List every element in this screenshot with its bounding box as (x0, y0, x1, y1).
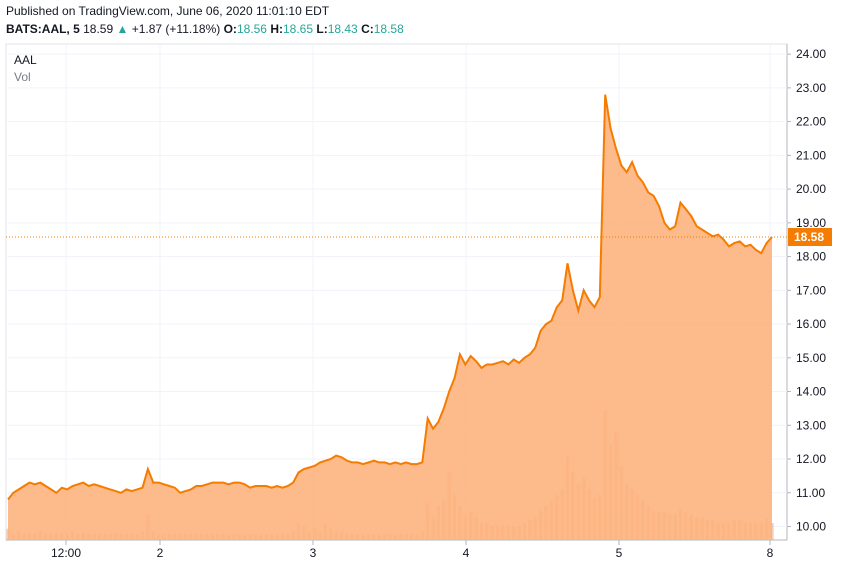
open-label: O: (223, 22, 237, 36)
price-tick-label: 22.00 (796, 115, 826, 129)
price-tick-label: 16.00 (796, 317, 826, 331)
price-line (7, 94, 773, 501)
price-tick-label: 11.00 (796, 486, 825, 500)
published-line: Published on TradingView.com, June 06, 2… (6, 4, 330, 18)
price-tick-label: 14.00 (796, 385, 826, 399)
symbol-label: BATS:AAL, 5 (6, 22, 80, 36)
price-tick-label: 24.00 (796, 47, 826, 61)
time-axis: 12:00 2 3 4 5 8 (51, 540, 774, 560)
price-tick-label: 12.00 (796, 452, 826, 466)
chart-legend: AAL Vol (14, 52, 37, 86)
time-tick-label: 2 (157, 546, 164, 560)
legend-symbol: AAL (14, 53, 37, 67)
price-change: +1.87 (+11.18%) (131, 22, 221, 36)
time-tick-label: 3 (310, 546, 317, 560)
low-value: 18.43 (327, 22, 358, 36)
legend-volume: Vol (14, 70, 31, 84)
price-tick-label: 15.00 (796, 351, 826, 365)
price-tick-label: 21.00 (796, 148, 826, 162)
last-price-tag: 18.58 (788, 228, 832, 247)
open-value: 18.56 (236, 22, 267, 36)
time-tick-label: 5 (616, 546, 623, 560)
price-tick-label: 10.00 (796, 520, 826, 534)
price-tick-label: 17.00 (796, 283, 826, 297)
low-label: L: (316, 22, 328, 36)
last-price: 18.59 (83, 22, 114, 36)
price-area (8, 94, 772, 540)
price-tick-label: 18.00 (796, 250, 826, 264)
price-tick-label: 13.00 (796, 418, 826, 432)
last-price-label: 18.58 (794, 230, 824, 244)
price-tick-label: 20.00 (796, 182, 826, 196)
ohlc-header: BATS:AAL, 5 18.59 ▲ +1.87 (+11.18%) O:18… (6, 22, 404, 36)
time-tick-label: 4 (463, 546, 470, 560)
time-tick-label: 8 (767, 546, 774, 560)
price-tick-label: 19.00 (796, 216, 826, 230)
close-value: 18.58 (373, 22, 404, 36)
price-tick-label: 23.00 (796, 81, 826, 95)
close-label: C: (361, 22, 374, 36)
last-price-badge (788, 228, 832, 247)
up-arrow-icon: ▲ (116, 22, 129, 36)
price-axis: 24.00 23.00 22.00 21.00 20.00 19.00 18.00 17.00… (787, 47, 826, 534)
high-label: H: (270, 22, 283, 36)
time-tick-label: 12:00 (51, 546, 81, 560)
high-value: 18.65 (282, 22, 314, 36)
